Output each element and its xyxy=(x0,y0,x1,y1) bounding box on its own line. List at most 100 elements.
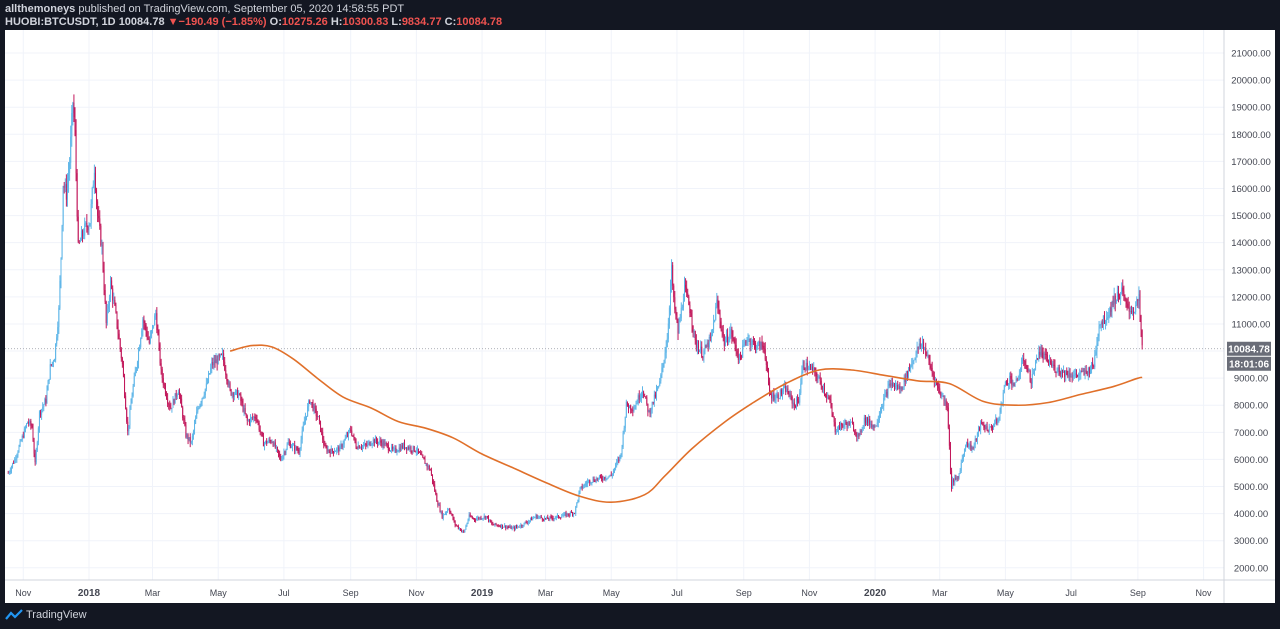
candle-body xyxy=(664,352,666,361)
candle-body xyxy=(396,451,398,453)
candle-body xyxy=(573,513,575,515)
candle-body xyxy=(797,399,799,402)
candle-body xyxy=(1007,382,1009,385)
candle-body xyxy=(28,421,30,424)
candle-body xyxy=(295,446,297,451)
candle-body xyxy=(93,172,95,185)
candle-body xyxy=(341,444,343,448)
candle-body xyxy=(187,434,189,440)
candle-body xyxy=(921,341,923,344)
candle-body xyxy=(447,509,449,512)
candle-body xyxy=(484,516,486,519)
candle-body xyxy=(690,313,692,317)
candle-body xyxy=(582,486,584,489)
tradingview-brand[interactable]: TradingView xyxy=(26,609,87,621)
candle-body xyxy=(65,184,67,200)
candle-body xyxy=(97,201,99,216)
author-name[interactable]: allthemoneys xyxy=(5,3,76,15)
candle-body xyxy=(1133,310,1135,314)
candle-body xyxy=(113,299,115,301)
candle-body xyxy=(42,406,44,410)
candle-body xyxy=(638,395,640,400)
candle-body xyxy=(744,341,746,345)
candle-body xyxy=(385,443,387,444)
candle-body xyxy=(209,373,211,375)
candle-body xyxy=(519,526,521,528)
candle-body xyxy=(236,389,238,391)
candle-body xyxy=(1064,370,1066,377)
candle-body xyxy=(419,451,421,453)
candle-body xyxy=(996,419,998,424)
x-tick-label: Nov xyxy=(801,588,818,598)
candle-body xyxy=(191,435,193,442)
candle-body xyxy=(1106,318,1108,324)
symbol-label[interactable]: HUOBI:BTCUSDT, 1D xyxy=(5,16,116,28)
candle-body xyxy=(607,476,609,479)
candle-body xyxy=(580,486,582,488)
candle-body xyxy=(1003,385,1005,393)
tradingview-logo-icon[interactable] xyxy=(5,609,23,621)
candle-body xyxy=(812,366,814,371)
candle-body xyxy=(285,449,287,454)
candle-body xyxy=(893,383,895,388)
candle-body xyxy=(1065,370,1067,377)
candle-body xyxy=(625,401,627,417)
candle-body xyxy=(89,223,91,227)
candle-body xyxy=(73,102,75,118)
candle-body xyxy=(300,439,302,449)
x-axis[interactable]: Nov 2018 Mar May Jul Sep Nov 2019 Mar May Jul Sep No… xyxy=(15,588,1212,599)
candle-body xyxy=(92,184,94,188)
x-tick-label: Mar xyxy=(538,588,554,598)
candle-body xyxy=(125,395,127,410)
candle-body xyxy=(80,231,82,241)
candle-body xyxy=(10,466,12,471)
y-tick-label: 2000.00 xyxy=(1234,563,1268,574)
candle-body xyxy=(1098,325,1100,337)
candle-body xyxy=(944,400,946,402)
candle-body xyxy=(380,440,382,443)
candle-body xyxy=(847,421,849,428)
candle-body xyxy=(296,446,298,450)
candle-body xyxy=(777,394,779,399)
candle-body xyxy=(1084,370,1086,375)
candle-body xyxy=(91,187,93,204)
candle-body xyxy=(851,421,853,425)
candle-body xyxy=(766,364,768,371)
price-chart[interactable]: 2000.00 3000.00 4000.00 5000.00 6000.00 7000.… xyxy=(5,30,1275,603)
candle-body xyxy=(145,324,147,332)
candle-body xyxy=(391,446,393,451)
candle-body xyxy=(587,481,589,484)
candle-body xyxy=(1137,299,1139,301)
candle-body xyxy=(502,524,504,528)
candle-body xyxy=(477,517,479,519)
candle-body xyxy=(949,445,951,471)
candle-body xyxy=(1141,330,1143,346)
candle-body xyxy=(19,440,21,446)
y-tick-label: 6000.00 xyxy=(1234,455,1268,466)
candle-body xyxy=(1056,371,1058,373)
candle-body xyxy=(112,288,114,301)
candle-body xyxy=(769,381,771,395)
candle-body xyxy=(655,390,657,397)
candle-body xyxy=(551,516,553,519)
candle-body xyxy=(1120,293,1122,300)
candle-body xyxy=(149,335,151,343)
candle-body xyxy=(594,481,596,483)
candle-body xyxy=(976,433,978,440)
candle-body xyxy=(975,438,977,440)
candle-body xyxy=(945,400,947,407)
candle-body xyxy=(563,513,565,516)
candle-body xyxy=(911,364,913,366)
candle-body xyxy=(1060,369,1062,375)
candle-body xyxy=(453,519,455,521)
candle-body xyxy=(315,408,317,416)
candle-body xyxy=(995,419,997,424)
candle-body xyxy=(693,331,695,332)
candle-body xyxy=(172,399,174,409)
candle-body xyxy=(736,351,738,355)
candle-body xyxy=(1016,379,1018,381)
candle-body xyxy=(709,336,711,338)
candle-body xyxy=(1028,370,1030,372)
candle-body xyxy=(871,424,873,428)
candle-body xyxy=(407,447,409,450)
